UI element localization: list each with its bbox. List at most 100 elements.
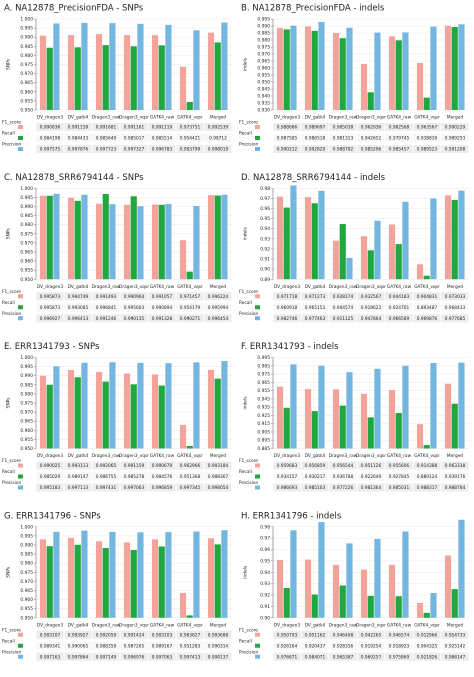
table-cell xyxy=(36,461,64,470)
bar xyxy=(402,32,409,110)
y-tick-label: 1.000 xyxy=(20,17,33,23)
bar xyxy=(304,197,312,280)
table-value: 0.985649 xyxy=(96,136,117,142)
table-cell xyxy=(92,461,120,470)
bar xyxy=(458,362,465,449)
legend-label: Recall xyxy=(239,300,252,306)
bar xyxy=(423,445,430,449)
legend-swatch xyxy=(255,463,260,468)
bar xyxy=(318,522,325,618)
table-cell xyxy=(148,145,176,153)
legend-label: F1_score xyxy=(2,627,21,633)
y-tick-label: 0.935 xyxy=(257,101,270,107)
table-cell xyxy=(413,314,441,323)
table-value: 0.914388 xyxy=(417,463,438,469)
table-value: 0.981364 xyxy=(361,485,382,491)
bar xyxy=(458,190,465,280)
table-value: 0.991208 xyxy=(445,147,466,153)
table-value: 0.990964 xyxy=(124,294,145,300)
table-value: 0.993103 xyxy=(152,632,173,638)
y-tick-label: 0.975 xyxy=(257,372,270,378)
bar xyxy=(67,35,75,110)
y-tick-label: 0.990 xyxy=(257,24,270,30)
table-value: 0.954421 xyxy=(180,136,201,142)
table-value: 0.990135 xyxy=(124,316,145,322)
bar xyxy=(74,544,81,618)
bar xyxy=(416,63,424,110)
table-cell xyxy=(329,145,357,153)
legend-swatch xyxy=(18,305,23,310)
table-cell xyxy=(301,630,329,639)
y-tick-label: 1.000 xyxy=(20,524,33,530)
table-value: 0.960918 xyxy=(277,305,298,311)
table-value: 0.997431 xyxy=(96,485,117,491)
table-value: 0.996927 xyxy=(40,316,61,322)
table-value: 0.991161 xyxy=(124,125,145,131)
bar xyxy=(416,603,424,618)
bar xyxy=(193,362,200,449)
table-value: 0.988359 xyxy=(96,643,117,649)
y-tick-label: 0.965 xyxy=(257,380,270,386)
y-tick-label: 0.960 xyxy=(257,66,270,72)
table-value: 0.997063 xyxy=(124,485,145,491)
table-cell xyxy=(148,652,176,661)
y-tick-label: 0.985 xyxy=(20,552,33,558)
table-cell xyxy=(301,314,329,323)
legend-label: Precision xyxy=(239,480,258,486)
table-cell xyxy=(120,292,148,301)
y-tick-label: 0.955 xyxy=(20,268,33,274)
table-value: 0.990271 xyxy=(180,316,201,322)
table-value: 0.912966 xyxy=(417,632,438,638)
table-cell xyxy=(176,145,204,153)
bar xyxy=(339,38,346,110)
bar xyxy=(193,531,200,618)
bar xyxy=(221,194,228,280)
y-tick-label: 0.96 xyxy=(260,206,270,212)
legend-swatch xyxy=(18,125,23,129)
table-cell xyxy=(329,314,357,323)
x-tick-label: DV_dragen3 xyxy=(274,453,301,459)
table-cell xyxy=(441,145,469,153)
bar xyxy=(360,236,368,280)
table-value: 0.998054 xyxy=(208,485,229,491)
x-tick-label: GATK4_raw xyxy=(387,622,412,628)
x-tick-label: GATK4_vqsr xyxy=(414,115,440,121)
table-cell xyxy=(441,461,469,470)
table-cell xyxy=(204,145,232,153)
bar xyxy=(276,559,284,618)
y-tick-label: 0.950 xyxy=(20,446,33,452)
table-cell xyxy=(301,134,329,142)
table-value: 0.962966 xyxy=(180,463,201,469)
y-tick-label: 0.950 xyxy=(20,615,33,621)
legend-label: Precision xyxy=(239,142,258,148)
bar xyxy=(39,195,47,280)
bar xyxy=(388,36,396,110)
bar xyxy=(151,204,159,280)
table-value: 0.984576 xyxy=(152,474,173,480)
bar xyxy=(158,204,165,280)
table-cell xyxy=(120,134,148,142)
bar xyxy=(332,564,340,618)
table-value: 0.951126 xyxy=(361,463,382,469)
panel-title: E. ERR1341793 - SNPs xyxy=(4,342,100,352)
table-value: 0.932567 xyxy=(361,294,382,300)
table-cell xyxy=(329,461,357,470)
bar xyxy=(283,407,290,449)
table-value: 0.98712 xyxy=(209,136,227,142)
table-value: 0.938839 xyxy=(417,136,438,142)
x-tick-label: DV_gatk4 xyxy=(305,453,326,459)
table-cell xyxy=(92,630,120,639)
y-tick-label: 0.990 xyxy=(20,204,33,210)
legend-label: F1_score xyxy=(239,627,258,633)
table-value: 0.934157 xyxy=(277,474,298,480)
table-value: 0.991681 xyxy=(96,125,117,131)
y-tick-label: 0.980 xyxy=(20,222,33,228)
x-tick-label: GATK4_raw xyxy=(150,284,175,290)
table-value: 0.997327 xyxy=(124,147,145,153)
table-cell xyxy=(92,641,120,650)
bar xyxy=(186,271,193,280)
table-value: 0.996783 xyxy=(152,147,173,153)
table-value: 0.920437 xyxy=(305,643,326,649)
x-tick-label: GATK4_vqsr xyxy=(414,622,440,628)
bar xyxy=(367,250,374,280)
